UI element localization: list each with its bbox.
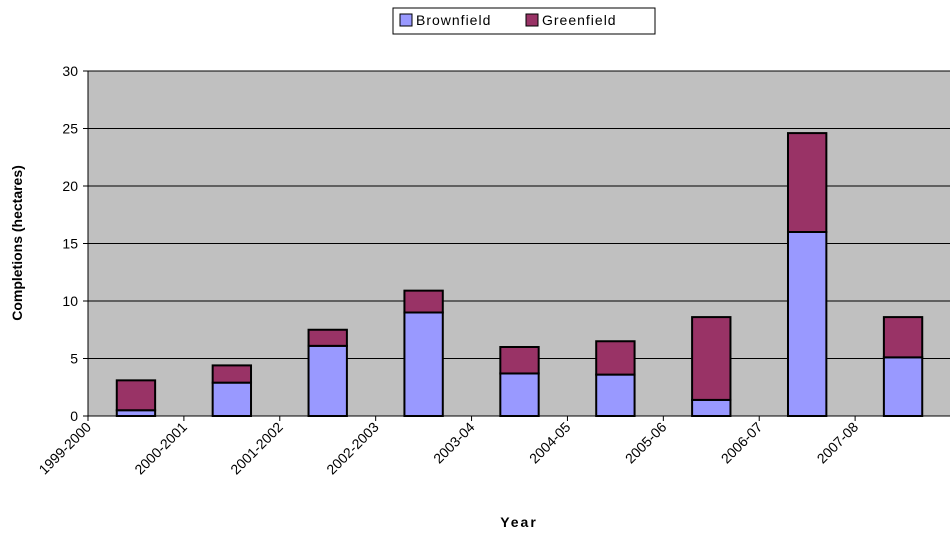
legend-frame — [392, 7, 656, 35]
bar-brownfield — [499, 372, 540, 418]
legend-swatch-brownfield — [399, 13, 413, 27]
bar-greenfield — [115, 379, 157, 412]
x-tick-label: 2005-06 — [622, 419, 670, 467]
x-tick-label: 2003-04 — [430, 419, 478, 467]
y-axis-title: Completions (hectares) — [9, 165, 25, 321]
x-tick-label: 1999-2000 — [35, 419, 94, 478]
bar-brownfield — [595, 373, 636, 418]
y-tick-label: 15 — [62, 236, 78, 252]
x-tick-label: 2004-05 — [526, 419, 574, 467]
x-tick-label: 2000-2001 — [131, 419, 190, 478]
x-tick-label: 2002-2003 — [323, 419, 382, 478]
legend: Brownfield Greenfield — [392, 7, 656, 35]
bar-brownfield — [691, 398, 732, 417]
bar-brownfield — [307, 344, 348, 418]
bars — [115, 132, 924, 418]
x-axis-ticks: 1999-2000 2000-2001 2001-2002 2002-2003 2003… — [35, 416, 862, 478]
legend-label-brownfield: Brownfield — [416, 12, 491, 28]
y-tick-label: 25 — [62, 121, 78, 137]
bar-brownfield — [211, 381, 253, 417]
x-axis-title: Year — [500, 514, 538, 530]
bar-brownfield — [403, 311, 444, 417]
y-tick-label: 0 — [70, 408, 78, 424]
bar-brownfield — [786, 231, 828, 417]
bar-greenfield — [595, 340, 636, 376]
y-tick-label: 10 — [62, 293, 78, 309]
y-tick-label: 30 — [62, 63, 78, 79]
bar-greenfield — [882, 316, 924, 359]
bar-greenfield — [691, 316, 732, 401]
x-tick-label: 2001-2002 — [227, 419, 286, 478]
bar-brownfield — [882, 356, 924, 418]
bar-greenfield — [403, 289, 444, 314]
x-tick-label: 2006-07 — [718, 419, 766, 467]
bar-greenfield — [499, 346, 540, 375]
y-axis-ticks: 0 5 10 15 20 25 30 — [62, 63, 88, 424]
legend-label-greenfield: Greenfield — [542, 12, 617, 28]
legend-swatch-greenfield — [525, 13, 539, 27]
y-tick-label: 20 — [62, 178, 78, 194]
bar-greenfield — [211, 364, 253, 384]
bar-greenfield — [786, 132, 828, 234]
bar-greenfield — [307, 328, 348, 347]
y-tick-label: 5 — [70, 351, 78, 367]
x-tick-label: 2007-08 — [814, 419, 862, 467]
